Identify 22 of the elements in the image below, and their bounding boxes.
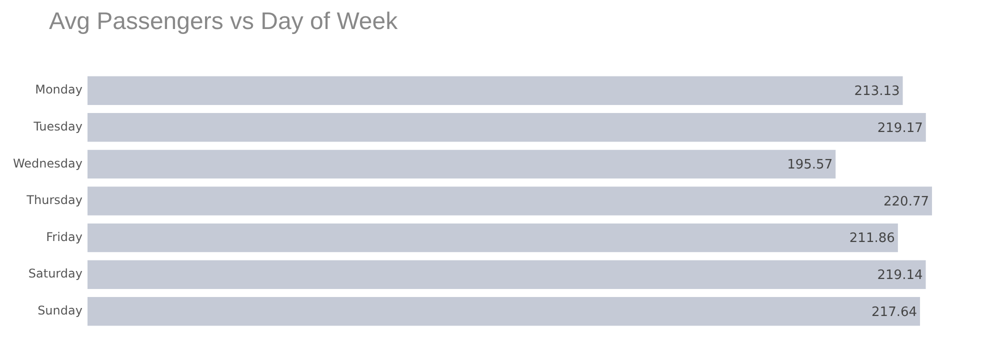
y-tick-label: Monday bbox=[35, 82, 82, 97]
bar bbox=[87, 150, 836, 179]
y-tick-label: Friday bbox=[46, 230, 82, 244]
bar bbox=[87, 186, 932, 216]
bar bbox=[87, 223, 898, 252]
data-label: 217.64 bbox=[872, 304, 918, 320]
data-label: 220.77 bbox=[884, 194, 929, 210]
y-tick-label: Saturday bbox=[28, 266, 82, 281]
bar bbox=[87, 76, 903, 105]
data-label: 195.57 bbox=[787, 158, 833, 173]
bar bbox=[87, 113, 926, 142]
data-label: 213.13 bbox=[854, 84, 900, 99]
y-tick-label: Thursday bbox=[26, 193, 82, 208]
y-tick-label: Tuesday bbox=[32, 120, 82, 134]
y-tick-label: Wednesday bbox=[12, 156, 82, 170]
bar bbox=[87, 297, 920, 326]
data-label: 219.17 bbox=[877, 120, 923, 136]
bar bbox=[87, 260, 926, 289]
data-label: 211.86 bbox=[849, 231, 895, 246]
y-tick-label: Sunday bbox=[38, 304, 82, 318]
chart-title: Avg Passengers vs Day of Week bbox=[49, 8, 398, 36]
data-label: 219.14 bbox=[877, 268, 923, 283]
